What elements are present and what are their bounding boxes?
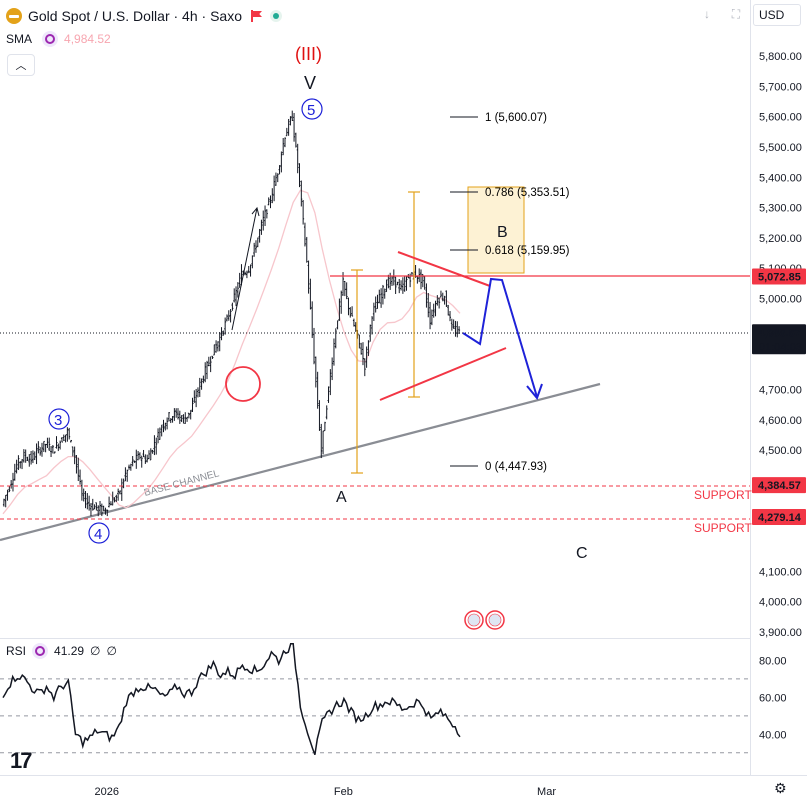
rsi-tick-label: 60.00 [759, 692, 787, 704]
wave-label-c: C [576, 545, 588, 562]
wave-label-b: B [497, 224, 508, 241]
fullscreen-icon[interactable]: ⛶ [731, 6, 741, 21]
projection-arrowhead [526, 383, 543, 400]
chart-header[interactable]: Gold Spot / U.S. Dollar · 4h · Saxo [6, 6, 282, 26]
price-tick-label: 5,200.00 [759, 233, 802, 245]
rsi-axis-ticks: 80.00 60.00 40.00 [759, 655, 787, 741]
price-badge [752, 477, 806, 494]
triangle-upper-line [397, 251, 491, 287]
fib-zone-box [467, 186, 525, 274]
wave-5-circle [301, 98, 323, 120]
price-tick-label: 4,500.00 [759, 445, 802, 457]
price-badge [752, 324, 806, 355]
price-tick-label: 4,600.00 [759, 415, 802, 427]
price-candles [2, 110, 461, 517]
price-tick-label: 5,500.00 [759, 142, 802, 154]
support-label-2: SUPPORT [694, 521, 752, 535]
rsi-extra-2: ∅ [106, 644, 117, 658]
wave-label-iii: (III) [295, 44, 322, 64]
time-tick-label: Feb [334, 786, 353, 798]
price-tick-label: 5,300.00 [759, 203, 802, 215]
price-badge-label: 4,888.67 [758, 327, 801, 339]
measure-tool-2 [408, 191, 420, 398]
time-tick-label: Mar [537, 786, 556, 798]
price-tick-label: 5,600.00 [759, 112, 802, 124]
price-tick-label: 5,400.00 [759, 172, 802, 184]
tradingview-logo-icon: 17 [10, 748, 33, 773]
sma-name: SMA [6, 32, 33, 46]
price-tick-label: 5,800.00 [759, 51, 802, 63]
indicator-settings-icon[interactable] [42, 31, 59, 47]
triangle-lower-line [379, 347, 507, 401]
trend-arrow [231, 207, 258, 331]
rsi-settings-icon[interactable] [32, 643, 49, 659]
arrow-down-icon[interactable]: ↓ [704, 7, 710, 21]
price-tick-label: 4,000.00 [759, 597, 802, 609]
rsi-legend[interactable]: RSI 41.29 ∅ ∅ [6, 643, 117, 659]
fib-label-0: 0 (4,447.93) [485, 461, 547, 473]
rsi-line [2, 643, 461, 756]
rsi-polyline [2, 643, 461, 756]
price-tick-label: 5,000.00 [759, 294, 802, 306]
wave-label-4: 4 [94, 526, 102, 543]
fib-label-1: 1 (5,600.07) [485, 112, 547, 124]
rsi-tick-label: 40.00 [759, 729, 787, 741]
base-channel-line [0, 382, 601, 542]
sma-value: 4,984.52 [64, 32, 111, 46]
fib-label-0786: 0.786 (5,353.51) [485, 187, 570, 199]
price-badge [752, 509, 806, 526]
wave-label-3: 3 [54, 412, 62, 429]
measure-tool-1 [351, 269, 363, 474]
price-tick-label: 4,700.00 [759, 384, 802, 396]
sma-polyline [2, 189, 461, 515]
currency-label: USD [759, 8, 785, 22]
rsi-tick-label: 80.00 [759, 655, 787, 667]
breakout-circle [225, 366, 261, 402]
wave-4-circle [88, 522, 110, 544]
price-badge-countdown: 01:04:03 [759, 341, 802, 353]
projection-path [462, 277, 538, 398]
rsi-value: 41.29 [54, 644, 85, 658]
wave-label-a: A [336, 489, 347, 506]
price-axis-badges: 5,072.85 4,888.67 01:04:03 4,384.57 4,279.14 [752, 268, 806, 526]
flag-icon[interactable] [250, 10, 262, 22]
symbol-title[interactable]: Gold Spot / U.S. Dollar · 4h · Saxo [28, 8, 242, 24]
sma-legend[interactable]: SMA 4,984.52 [6, 31, 111, 47]
price-badge-label: 4,384.57 [758, 480, 801, 492]
price-axis-ticks: 5,800.00 5,700.00 5,600.00 5,500.00 5,400.00… [759, 51, 802, 639]
time-tick-label: 2026 [95, 786, 119, 798]
market-status-icon[interactable] [269, 10, 282, 22]
settings-gear-icon[interactable]: ⚙ [774, 780, 787, 796]
rsi-name: RSI [6, 644, 27, 658]
currency-selector[interactable]: USD [753, 4, 801, 26]
base-channel-label: BASE CHANNEL [143, 468, 221, 499]
price-badge [752, 268, 806, 285]
wave-label-v: V [304, 73, 316, 93]
wave-label-5: 5 [307, 102, 315, 119]
support-label-1: SUPPORT [694, 488, 752, 502]
price-tick-label: 5,700.00 [759, 81, 802, 93]
price-tick-label: 4,100.00 [759, 566, 802, 578]
gold-symbol-icon [6, 8, 22, 24]
collapse-legend-button[interactable]: ︿ [7, 54, 35, 76]
wave-3-circle [48, 408, 70, 430]
price-badge-label: 4,279.14 [758, 512, 802, 524]
economic-event-icons[interactable] [464, 610, 505, 630]
time-axis-ticks: 2026 Feb Mar [95, 786, 557, 798]
fib-label-0618: 0.618 (5,159.95) [485, 245, 570, 257]
rsi-levels [0, 678, 750, 754]
trend-arrowhead [251, 206, 260, 217]
sma-line [2, 189, 461, 515]
chevron-up-icon: ︿ [15, 60, 27, 72]
rsi-extra-1: ∅ [90, 644, 101, 658]
price-badge-label: 5,072.85 [758, 271, 801, 283]
price-tick-label: 3,900.00 [759, 627, 802, 639]
